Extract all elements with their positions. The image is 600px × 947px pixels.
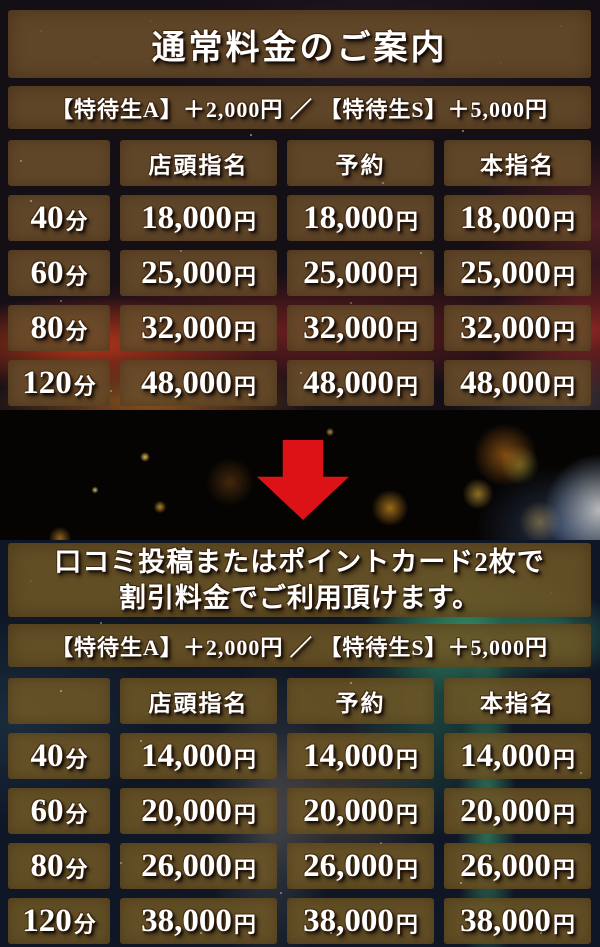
price-cell: 20,000 円 (287, 788, 434, 834)
regular-price-section: 通常料金のご案内 【特待生A】＋2,000円 ／ 【特待生S】＋5,000円 店… (0, 0, 600, 410)
price-cell: 38,000 円 (287, 898, 434, 944)
regular-price-table: 店頭指名 予約 本指名 40 分 18,000 円 18,000 円 18,000 円 60 分 25,0… (8, 140, 591, 406)
price-cell: 20,000 円 (120, 788, 277, 834)
price-cell: 48,000 円 (120, 360, 277, 406)
price-cell: 38,000 円 (444, 898, 591, 944)
price-cell: 18,000 円 (444, 195, 591, 241)
discount-price-title: 口コミ投稿またはポイントカード2枚で 割引料金でご利用頂けます。 (8, 543, 591, 617)
price-cell: 32,000 円 (120, 305, 277, 351)
price-cell: 38,000 円 (120, 898, 277, 944)
price-cell: 25,000 円 (287, 250, 434, 296)
regular-price-title: 通常料金のご案内 (8, 10, 591, 78)
price-cell: 32,000 円 (444, 305, 591, 351)
discount-price-section: 口コミ投稿またはポイントカード2枚で 割引料金でご利用頂けます。 【特待生A】＋2… (0, 540, 600, 947)
discount-price-table: 店頭指名 予約 本指名 40 分 14,000 円 14,000 円 14,000 円 60 分 20,0… (8, 678, 591, 944)
corner-cell (8, 678, 110, 724)
price-cell: 25,000 円 (444, 250, 591, 296)
price-cell: 26,000 円 (444, 843, 591, 889)
time-cell: 40 分 (8, 733, 110, 779)
time-cell: 120 分 (8, 898, 110, 944)
column-header-cell: 店頭指名 (120, 678, 277, 724)
price-cell: 18,000 円 (120, 195, 277, 241)
time-cell: 60 分 (8, 788, 110, 834)
column-header-cell: 本指名 (444, 678, 591, 724)
price-cell: 18,000 円 (287, 195, 434, 241)
price-cell: 20,000 円 (444, 788, 591, 834)
discount-surcharge-note: 【特待生A】＋2,000円 ／ 【特待生S】＋5,000円 (8, 624, 591, 667)
column-header-cell: 本指名 (444, 140, 591, 186)
corner-cell (8, 140, 110, 186)
regular-surcharge-note: 【特待生A】＋2,000円 ／ 【特待生S】＋5,000円 (8, 86, 591, 129)
time-cell: 80 分 (8, 305, 110, 351)
price-cell: 26,000 円 (287, 843, 434, 889)
discount-title-text: 口コミ投稿またはポイントカード2枚で 割引料金でご利用頂けます。 (54, 547, 545, 613)
price-cell: 32,000 円 (287, 305, 434, 351)
price-cell: 48,000 円 (444, 360, 591, 406)
time-cell: 40 分 (8, 195, 110, 241)
price-cell: 48,000 円 (287, 360, 434, 406)
column-header-cell: 店頭指名 (120, 140, 277, 186)
time-cell: 80 分 (8, 843, 110, 889)
price-cell: 26,000 円 (120, 843, 277, 889)
price-cell: 14,000 円 (287, 733, 434, 779)
down-arrow-icon (257, 440, 349, 520)
price-cell: 25,000 円 (120, 250, 277, 296)
price-cell: 14,000 円 (120, 733, 277, 779)
price-cell: 14,000 円 (444, 733, 591, 779)
column-header-cell: 予約 (287, 678, 434, 724)
time-cell: 60 分 (8, 250, 110, 296)
arrow-divider-zone (0, 410, 600, 540)
starfield-decoration (0, 540, 2, 542)
column-header-cell: 予約 (287, 140, 434, 186)
time-cell: 120 分 (8, 360, 110, 406)
starfield-decoration (0, 0, 2, 2)
